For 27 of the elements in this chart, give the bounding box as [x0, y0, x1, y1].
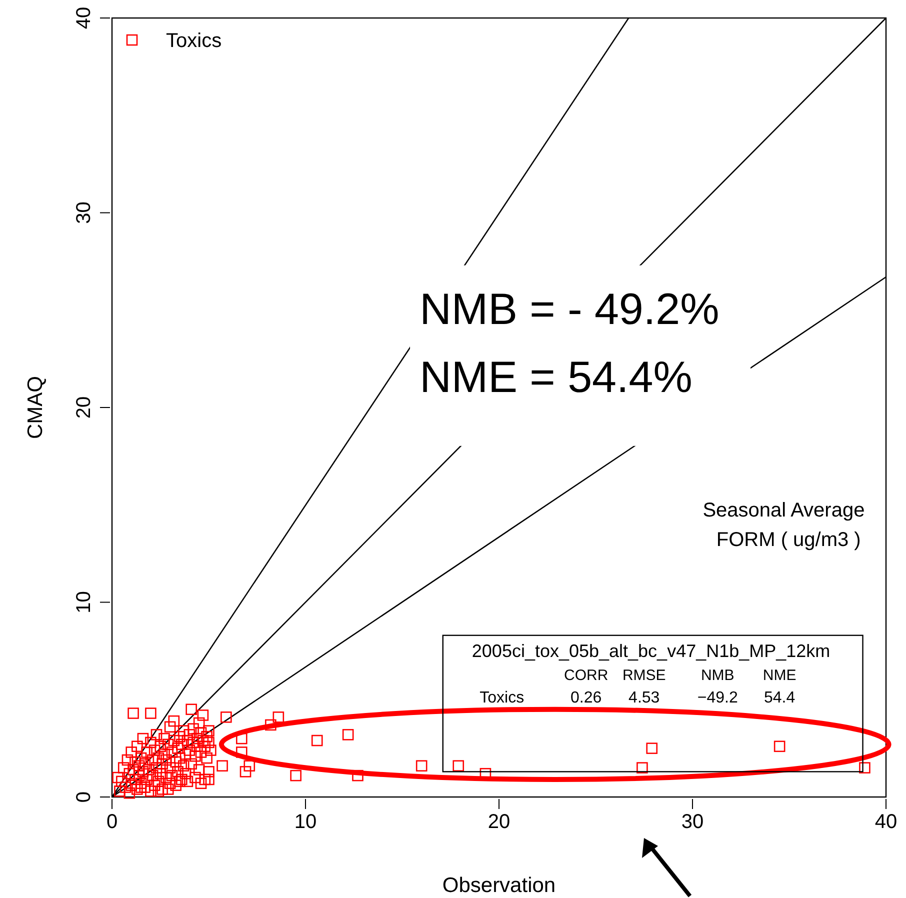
y-tick-label: 20 — [73, 396, 95, 419]
annotation: NMB = - 49.2% — [420, 284, 720, 334]
annotation: NME — [762, 667, 796, 684]
x-tick-label: 10 — [294, 811, 317, 833]
legend-label: Toxics — [166, 30, 222, 52]
y-tick-label: 30 — [73, 202, 95, 224]
annotation: Toxics — [480, 690, 524, 707]
y-tick-label: 40 — [73, 6, 95, 30]
x-tick-label: 30 — [681, 811, 704, 833]
y-tick-label: 10 — [73, 591, 95, 614]
annotation: 2005ci_tox_05b_alt_bc_v47_N1b_MP_12km — [472, 640, 830, 661]
annotation: 0.26 — [570, 690, 602, 707]
annotation: Seasonal Average — [702, 500, 865, 522]
y-tick-label: 0 — [73, 791, 95, 803]
annotation: 54.4 — [764, 690, 796, 707]
annotation: RMSE — [622, 667, 666, 684]
y-axis-title: CMAQ — [24, 376, 47, 439]
x-tick-label: 40 — [874, 811, 898, 833]
annotation: NME = 54.4% — [420, 352, 692, 402]
x-tick-label: 20 — [488, 811, 510, 833]
x-axis-title: Observation — [442, 874, 556, 897]
annotation: CORR — [564, 667, 608, 684]
x-tick-label: 0 — [106, 811, 118, 833]
annotation: 4.53 — [628, 690, 660, 707]
annotation: NMB — [700, 667, 734, 684]
annotation: −49.2 — [697, 690, 738, 707]
annotation: FORM ( ug/m3 ) — [716, 528, 861, 551]
